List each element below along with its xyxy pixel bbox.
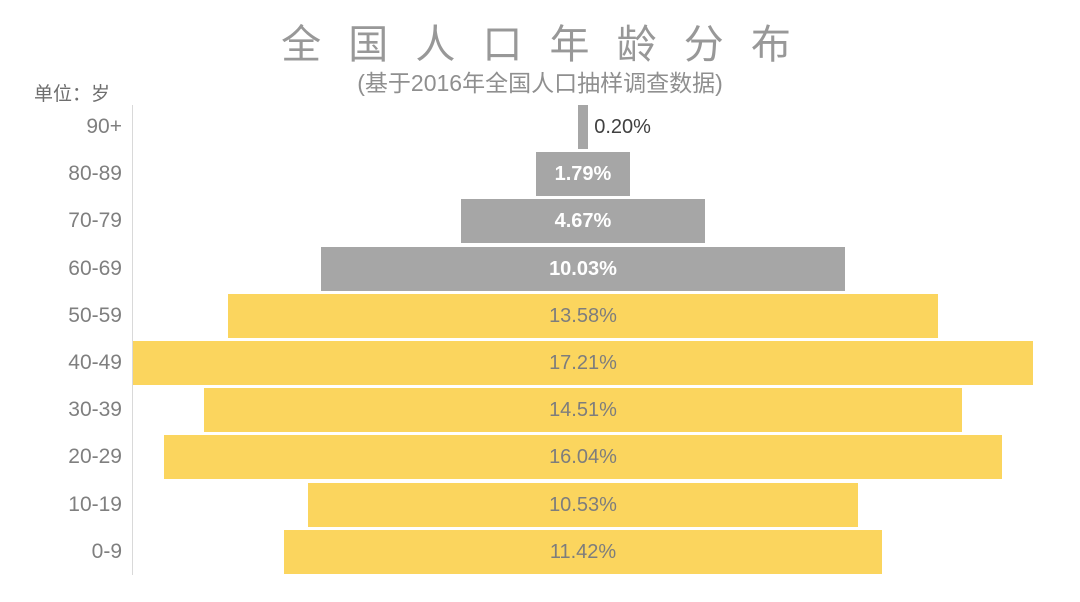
category-label: 90+ (86, 115, 122, 138)
bar-value-label: 4.67% (554, 210, 612, 233)
bar (320, 246, 846, 291)
category-label: 0-9 (91, 539, 122, 563)
bar-value-label: 13.58% (549, 304, 617, 327)
y-axis-line (132, 105, 133, 575)
bar (132, 341, 1034, 385)
bar (203, 388, 963, 433)
bar-value-label: 0.20% (594, 116, 651, 138)
bar-value-label: 10.03% (549, 257, 617, 280)
bar (536, 152, 630, 197)
bar (460, 199, 706, 244)
bar-value-label: 11.42% (549, 540, 617, 563)
bar (227, 293, 939, 338)
category-label: 60-69 (68, 256, 122, 280)
bar-value-label: 14.51% (549, 399, 617, 422)
category-label: 10-19 (68, 492, 122, 516)
chart-title: 全 国 人 口 年 龄 分 布 (281, 23, 799, 67)
bar (577, 105, 589, 149)
category-label: 40-49 (68, 351, 122, 374)
category-label: 50-59 (68, 303, 122, 327)
bar-value-label: 16.04% (549, 446, 617, 469)
bar-value-label: 17.21% (549, 352, 617, 374)
bar (163, 435, 1003, 480)
bar (307, 482, 859, 527)
category-label: 70-79 (68, 209, 122, 233)
category-label: 30-39 (68, 398, 122, 422)
bar-value-label: 1.79% (554, 163, 612, 186)
chart-subtitle: (基于2016年全国人口抽样调查数据) (357, 70, 723, 96)
bar-value-label: 10.53% (549, 493, 617, 516)
category-label: 20-29 (68, 445, 122, 469)
category-label: 80-89 (68, 162, 122, 186)
bar (284, 529, 882, 574)
unit-label: 单位：岁 (34, 84, 111, 105)
